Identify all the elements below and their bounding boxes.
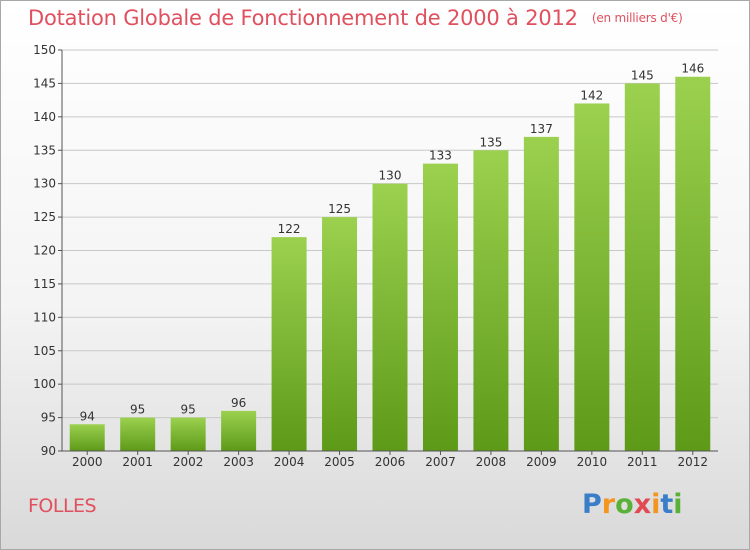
- y-tick-label: 90: [41, 444, 56, 458]
- data-label-2011: 145: [631, 68, 654, 82]
- chart-title-text: Dotation Globale de Fonctionnement de 20…: [28, 6, 578, 30]
- y-tick-label: 125: [33, 210, 56, 224]
- x-tick-label: 2000: [72, 455, 103, 469]
- y-tick-label: 145: [33, 76, 56, 90]
- bar-2011: [624, 83, 660, 452]
- x-tick-label: 2006: [375, 455, 406, 469]
- y-tick-label: 135: [33, 143, 56, 157]
- data-label-2005: 125: [328, 202, 351, 216]
- y-tick-label: 95: [41, 411, 56, 425]
- bar-2001: [120, 417, 156, 451]
- bar-2012: [675, 76, 711, 451]
- y-tick-label: 130: [33, 177, 56, 191]
- data-label-2007: 133: [429, 149, 452, 163]
- bar-2007: [422, 163, 458, 451]
- x-tick-label: 2007: [425, 455, 456, 469]
- y-tick-label: 105: [33, 344, 56, 358]
- bar-2003: [221, 410, 257, 451]
- data-label-2002: 95: [181, 403, 196, 417]
- x-tick-label: 2005: [324, 455, 355, 469]
- data-label-2010: 142: [580, 88, 603, 102]
- chart-title: Dotation Globale de Fonctionnement de 20…: [28, 6, 683, 30]
- axis-layer: 90 95 100 105 110 115 120 125 130 135 140 145 150 200…: [33, 43, 718, 469]
- x-tick-label: 2001: [122, 455, 153, 469]
- x-tick-label: 2009: [526, 455, 557, 469]
- y-tick-label: 120: [33, 244, 56, 258]
- data-label-2001: 95: [130, 403, 145, 417]
- y-tick-label: 150: [33, 43, 56, 57]
- y-tick-label: 115: [33, 277, 56, 291]
- x-tick-label: 2008: [476, 455, 507, 469]
- bar-2000: [69, 424, 105, 451]
- x-tick-label: 2004: [274, 455, 305, 469]
- bar-2006: [372, 183, 408, 451]
- bar-layer: 94 95 95 96 122 125 130 133 135 137 142 145 146: [69, 62, 711, 452]
- data-label-2000: 94: [80, 409, 95, 423]
- chart-unit: (en milliers d'€): [591, 11, 683, 25]
- bar-2010: [574, 103, 610, 451]
- commune-name: FOLLES: [28, 495, 97, 517]
- data-label-2012: 146: [681, 62, 704, 76]
- y-tick-label: 100: [33, 377, 56, 391]
- data-label-2003: 96: [231, 396, 246, 410]
- data-label-2009: 137: [530, 122, 553, 136]
- bar-2004: [271, 237, 307, 451]
- bar-2008: [473, 150, 509, 451]
- x-tick-label: 2002: [173, 455, 204, 469]
- x-tick-label: 2010: [577, 455, 608, 469]
- data-label-2008: 135: [479, 135, 502, 149]
- x-tick-label: 2003: [223, 455, 254, 469]
- y-tick-label: 110: [33, 310, 56, 324]
- bar-2009: [523, 136, 559, 451]
- data-label-2006: 130: [379, 169, 402, 183]
- x-tick-label: 2012: [677, 455, 708, 469]
- data-label-2004: 122: [278, 222, 301, 236]
- bar-2005: [322, 217, 358, 451]
- bar-2002: [170, 417, 206, 451]
- y-tick-label: 140: [33, 110, 56, 124]
- x-tick-label: 2011: [627, 455, 658, 469]
- proxiti-logo: Proxiti: [582, 489, 683, 520]
